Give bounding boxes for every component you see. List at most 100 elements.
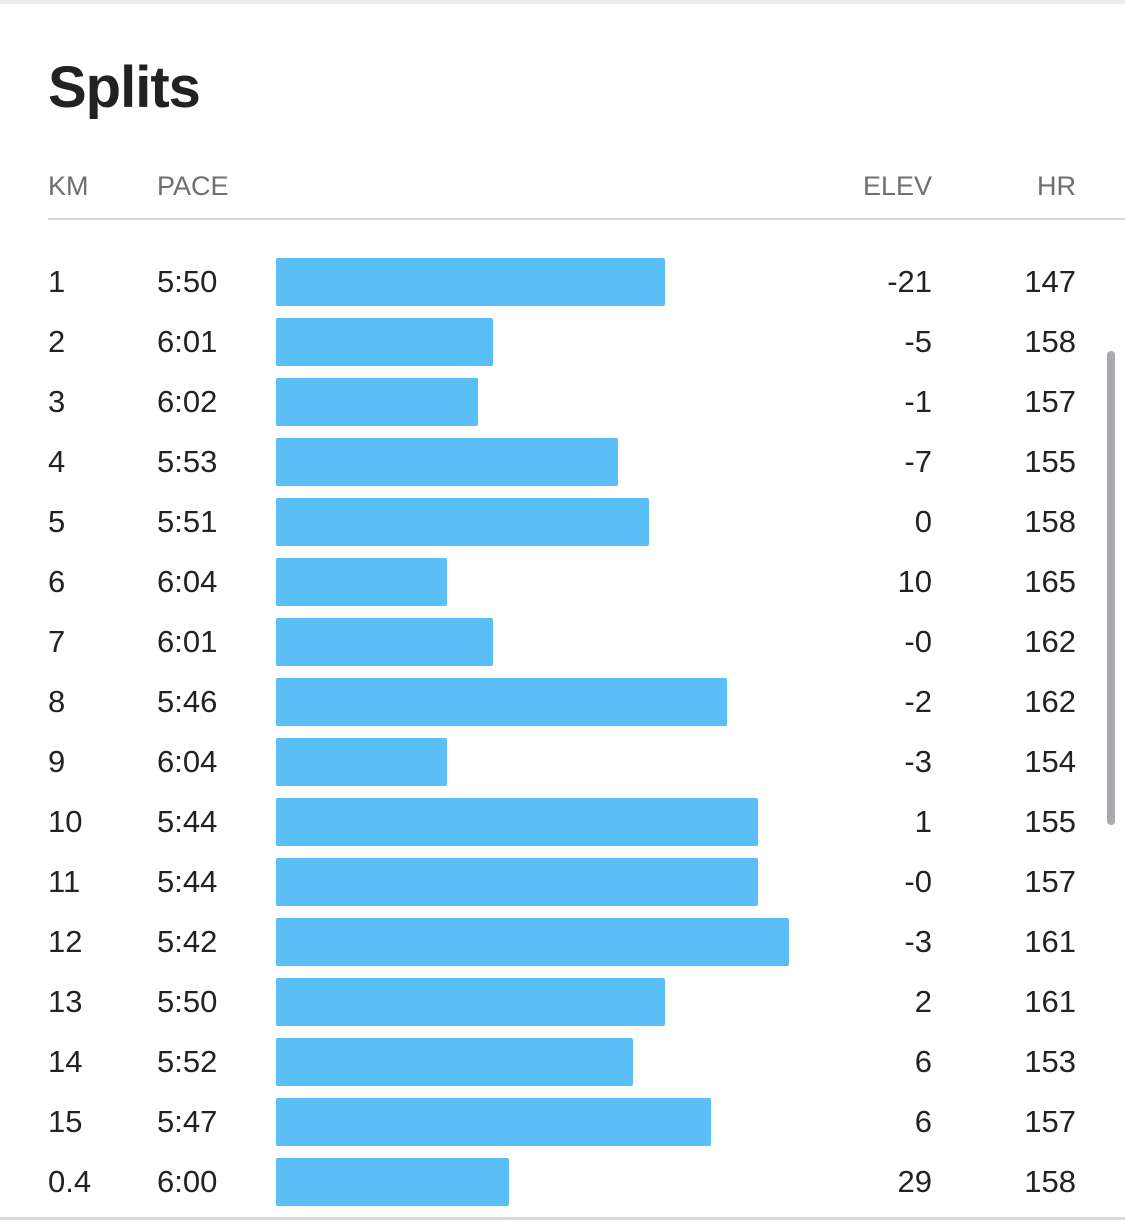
split-km: 0.4	[48, 1164, 92, 1199]
split-heart-rate: 158	[1024, 504, 1076, 539]
split-km: 8	[48, 684, 66, 719]
split-km: 4	[48, 444, 66, 479]
split-row: 11 5:44 -0 157	[0, 856, 1125, 916]
split-heart-rate: 161	[1024, 984, 1076, 1019]
pace-bar	[276, 1158, 509, 1206]
column-header-elev: ELEV	[862, 171, 932, 201]
pace-bar	[276, 678, 727, 726]
split-elevation: -5	[904, 324, 932, 359]
split-pace: 5:47	[157, 1104, 218, 1139]
split-pace: 6:02	[157, 384, 218, 419]
splits-table-header: KM PACE ELEV HR	[0, 166, 1125, 206]
split-elevation: 2	[914, 984, 932, 1019]
pace-bar	[276, 738, 447, 786]
split-km: 2	[48, 324, 66, 359]
split-elevation: -0	[904, 624, 932, 659]
split-row: 5 5:51 0 158	[0, 496, 1125, 556]
split-pace: 5:44	[157, 804, 218, 839]
split-elevation: -0	[904, 864, 932, 899]
split-km: 14	[48, 1044, 83, 1079]
split-elevation: 29	[897, 1164, 932, 1199]
split-heart-rate: 157	[1024, 384, 1076, 419]
split-row: 14 5:52 6 153	[0, 1036, 1125, 1096]
split-pace: 6:00	[157, 1164, 218, 1199]
split-pace: 6:04	[157, 564, 218, 599]
split-km: 13	[48, 984, 83, 1019]
split-pace: 5:46	[157, 684, 218, 719]
split-heart-rate: 161	[1024, 924, 1076, 959]
split-elevation: 0	[914, 504, 932, 539]
pace-bar	[276, 918, 789, 966]
split-km: 11	[48, 864, 81, 899]
split-pace: 5:50	[157, 264, 218, 299]
split-heart-rate: 158	[1024, 324, 1076, 359]
split-elevation: -21	[887, 264, 932, 299]
pace-bar	[276, 438, 618, 486]
split-heart-rate: 154	[1024, 744, 1076, 779]
split-elevation: -7	[904, 444, 932, 479]
pace-bar	[276, 858, 758, 906]
split-elevation: -3	[904, 744, 932, 779]
split-pace: 6:04	[157, 744, 218, 779]
split-row: 1 5:50 -21 147	[0, 256, 1125, 316]
split-elevation: -2	[904, 684, 932, 719]
split-row: 4 5:53 -7 155	[0, 436, 1125, 496]
split-row: 6 6:04 10 165	[0, 556, 1125, 616]
splits-list[interactable]: 1 5:50 -21 147 2 6:01 -5 158 3 6:02 -1 157 4 5:53 -7 15…	[0, 256, 1125, 1216]
pace-bar	[276, 618, 494, 666]
split-elevation: 10	[897, 564, 932, 599]
split-elevation: -3	[904, 924, 932, 959]
split-pace: 5:52	[157, 1044, 218, 1079]
split-pace: 5:42	[157, 924, 218, 959]
split-row: 8 5:46 -2 162	[0, 676, 1125, 736]
split-pace: 5:50	[157, 984, 218, 1019]
split-heart-rate: 165	[1024, 564, 1076, 599]
header-divider	[48, 218, 1125, 220]
split-pace: 5:53	[157, 444, 218, 479]
column-header-pace: PACE	[157, 171, 229, 201]
pace-bar	[276, 558, 447, 606]
pace-bar	[276, 318, 494, 366]
split-km: 3	[48, 384, 66, 419]
split-km: 1	[48, 264, 66, 299]
pace-bar	[276, 378, 478, 426]
pace-bar	[276, 498, 649, 546]
split-pace: 5:51	[157, 504, 218, 539]
split-row: 7 6:01 -0 162	[0, 616, 1125, 676]
split-km: 7	[48, 624, 66, 659]
split-row: 9 6:04 -3 154	[0, 736, 1125, 796]
pace-bar	[276, 1098, 712, 1146]
split-heart-rate: 155	[1024, 444, 1076, 479]
split-heart-rate: 158	[1024, 1164, 1076, 1199]
split-pace: 5:44	[157, 864, 218, 899]
split-heart-rate: 162	[1024, 624, 1076, 659]
split-heart-rate: 162	[1024, 684, 1076, 719]
bottom-divider	[0, 1217, 1125, 1220]
split-heart-rate: 147	[1024, 264, 1076, 299]
split-heart-rate: 157	[1024, 1104, 1076, 1139]
pace-bar	[276, 1038, 634, 1086]
split-elevation: 1	[914, 804, 932, 839]
split-row: 12 5:42 -3 161	[0, 916, 1125, 976]
split-row: 3 6:02 -1 157	[0, 376, 1125, 436]
split-km: 12	[48, 924, 83, 959]
pace-bar	[276, 798, 758, 846]
split-row: 13 5:50 2 161	[0, 976, 1125, 1036]
split-pace: 6:01	[157, 624, 218, 659]
split-km: 9	[48, 744, 66, 779]
column-header-hr: HR	[1037, 171, 1076, 201]
split-elevation: 6	[914, 1044, 932, 1079]
split-km: 10	[48, 804, 83, 839]
pace-bar	[276, 978, 665, 1026]
page-title: Splits	[48, 55, 201, 120]
split-row: 0.4 6:00 29 158	[0, 1156, 1125, 1216]
split-km: 5	[48, 504, 66, 539]
split-km: 15	[48, 1104, 83, 1139]
split-pace: 6:01	[157, 324, 218, 359]
split-elevation: 6	[914, 1104, 932, 1139]
split-heart-rate: 153	[1024, 1044, 1076, 1079]
split-km: 6	[48, 564, 66, 599]
split-heart-rate: 155	[1024, 804, 1076, 839]
split-elevation: -1	[904, 384, 932, 419]
vertical-scrollbar[interactable]	[1107, 351, 1115, 825]
